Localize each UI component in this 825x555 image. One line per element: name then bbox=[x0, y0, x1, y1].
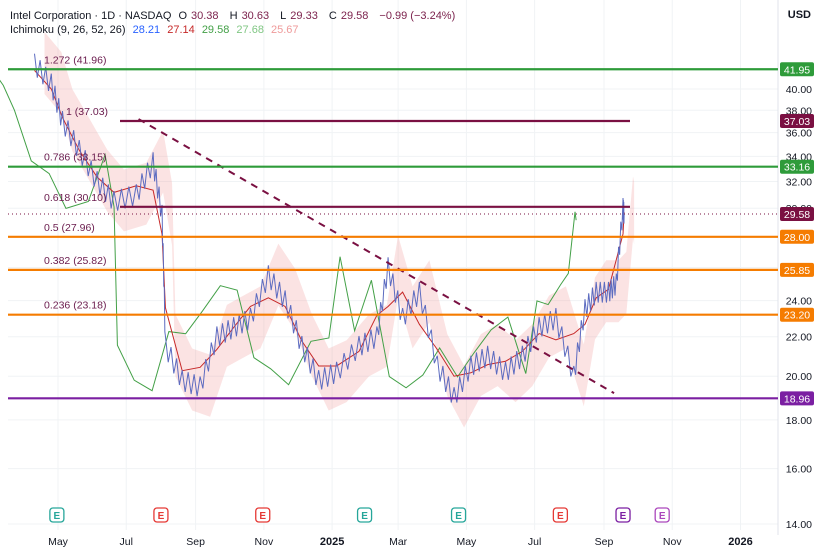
earnings-marker-label: E bbox=[158, 511, 165, 522]
current-price-tag-label: 29.58 bbox=[784, 209, 810, 221]
price-tag-label: 28.00 bbox=[784, 232, 810, 244]
ichimoku-lead-b: 25.67 bbox=[271, 24, 299, 36]
fib-label: 0.236 (23.18) bbox=[44, 300, 106, 312]
price-tag bbox=[780, 262, 814, 277]
x-tick-label: Sep bbox=[595, 536, 614, 548]
fib-label: 0.5 (27.96) bbox=[44, 222, 95, 234]
earnings-marker-label: E bbox=[659, 511, 666, 522]
earnings-marker-label: E bbox=[557, 511, 564, 522]
y-tick-label: 20.00 bbox=[786, 371, 812, 383]
current-price-tag bbox=[780, 207, 814, 222]
symbol-label: Intel Corporation · 1D · NASDAQ bbox=[10, 10, 172, 22]
x-tick-label: Sep bbox=[186, 536, 205, 548]
price-tag-label: 23.20 bbox=[784, 310, 810, 322]
y-tick-label: 24.00 bbox=[786, 296, 812, 308]
x-tick-label: 2025 bbox=[320, 536, 344, 548]
ichimoku-lead-a: 27.68 bbox=[236, 24, 264, 36]
price-tag bbox=[780, 391, 814, 406]
earnings-marker-icon bbox=[654, 507, 670, 523]
y-tick-label: 16.00 bbox=[786, 464, 812, 476]
earnings-marker-icon bbox=[153, 507, 169, 523]
descending-trendline bbox=[138, 118, 615, 394]
open-value: 30.38 bbox=[191, 10, 219, 22]
fib-label: 0.382 (25.82) bbox=[44, 255, 106, 267]
price-tag-label: 41.95 bbox=[784, 64, 810, 76]
fib-label: 1 (37.03) bbox=[66, 106, 108, 118]
x-tick-label: Jul bbox=[528, 536, 541, 548]
earnings-marker-label: E bbox=[259, 511, 266, 522]
y-tick-label: 40.00 bbox=[786, 84, 812, 96]
ichimoku-lagging-line bbox=[0, 79, 577, 392]
x-tick-label: Nov bbox=[663, 536, 682, 548]
fib-label: 0.618 (30.10) bbox=[44, 192, 106, 204]
price-tag-label: 33.16 bbox=[784, 162, 810, 174]
low-value: 29.33 bbox=[290, 10, 318, 22]
earnings-marker-icon bbox=[49, 507, 65, 523]
price-tag bbox=[780, 113, 814, 128]
price-tag bbox=[780, 307, 814, 322]
ichimoku-base: 27.14 bbox=[167, 24, 195, 36]
x-tick-label: 2026 bbox=[728, 536, 752, 548]
ichimoku-conversion: 28.21 bbox=[132, 24, 161, 36]
x-tick-label: May bbox=[456, 536, 477, 548]
earnings-marker-label: E bbox=[455, 511, 462, 522]
high-value: 30.63 bbox=[241, 10, 270, 22]
high-label: H bbox=[229, 10, 238, 22]
y-tick-label: 14.00 bbox=[786, 519, 812, 531]
change-value: −0.99 (−3.24%) bbox=[379, 10, 456, 22]
ichimoku-label: Ichimoku (9, 26, 52, 26) bbox=[10, 24, 126, 36]
earnings-marker-icon bbox=[552, 507, 569, 523]
currency-label: USD bbox=[787, 9, 811, 21]
x-tick-label: Nov bbox=[255, 536, 274, 548]
open-label: O bbox=[178, 10, 188, 22]
x-tick-label: Mar bbox=[389, 536, 408, 548]
low-label: L bbox=[280, 10, 287, 22]
earnings-marker-icon bbox=[615, 507, 631, 523]
price-tag bbox=[780, 229, 814, 244]
earnings-marker-label: E bbox=[54, 511, 61, 522]
x-tick-label: Jul bbox=[120, 536, 133, 548]
price-line bbox=[34, 53, 625, 403]
earnings-marker-icon bbox=[255, 507, 271, 523]
price-tag bbox=[780, 159, 814, 174]
chart-header: Intel Corporation · 1D · NASDAQ O 30.38 H… bbox=[10, 10, 459, 22]
y-tick-label: 22.00 bbox=[786, 332, 812, 344]
y-tick-label: 36.00 bbox=[786, 128, 812, 140]
x-tick-label: May bbox=[48, 536, 69, 548]
price-tag-label: 25.85 bbox=[784, 265, 810, 277]
y-tick-label: 32.00 bbox=[786, 176, 812, 188]
earnings-marker-label: E bbox=[620, 511, 627, 522]
y-tick-label: 18.00 bbox=[786, 415, 812, 427]
earnings-marker-icon bbox=[450, 507, 467, 523]
close-value: 29.58 bbox=[340, 10, 369, 22]
fib-label: 0.786 (33.15) bbox=[44, 152, 106, 164]
earnings-marker-label: E bbox=[361, 511, 368, 522]
ichimoku-legend[interactable]: Ichimoku (9, 26, 52, 26) 28.21 27.14 29.… bbox=[10, 24, 303, 36]
price-tag-label: 37.03 bbox=[784, 116, 810, 128]
price-tag-label: 18.96 bbox=[784, 393, 810, 405]
ichimoku-lagging: 29.58 bbox=[201, 24, 230, 36]
ichimoku-cloud bbox=[44, 31, 635, 428]
price-tag bbox=[780, 62, 814, 77]
close-label: C bbox=[328, 10, 337, 22]
earnings-marker-icon bbox=[356, 507, 373, 523]
fib-label: 1.272 (41.96) bbox=[44, 54, 106, 66]
